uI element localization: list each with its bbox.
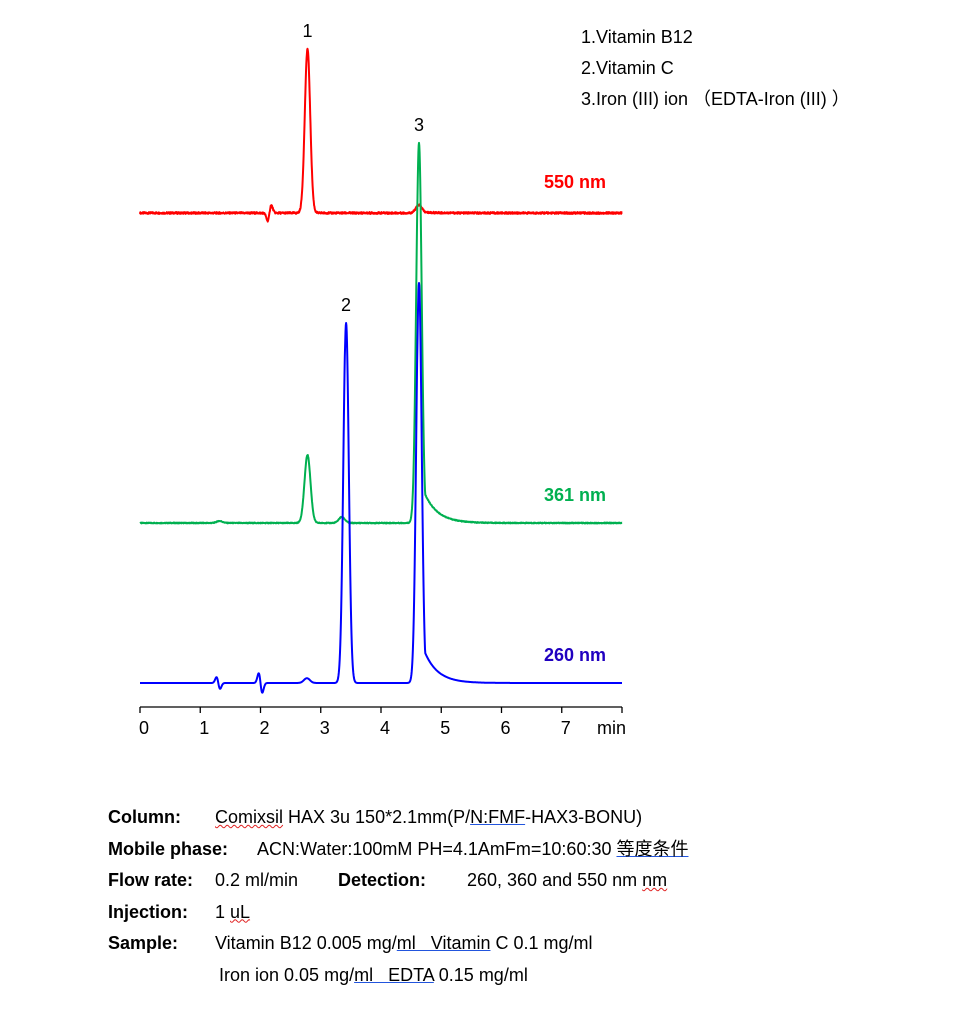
sample-value: ml Vitamin [396, 933, 491, 953]
peak-legend: 1.Vitamin B12 2.Vitamin C 3.Iron (III) i… [581, 22, 850, 115]
sample-value: Iron ion 0.05 mg/ [219, 964, 355, 985]
detection-value: 260, 360 and 550 nm [467, 870, 643, 890]
column-value: -HAX3-BONU) [525, 807, 643, 827]
x-tick-label: 3 [320, 718, 330, 738]
sample-row-2: Iron ion 0.05 mg/ml EDTA 0.15 mg/ml [108, 960, 688, 992]
x-axis-label: min [597, 718, 626, 738]
sample-value: ml EDTA [354, 964, 434, 985]
method-conditions: Column: Comixsil HAX 3u 150*2.1mm(P/N:FMF… [108, 802, 688, 991]
peak-label: 1 [302, 21, 312, 41]
sample-row: Sample: Vitamin B12 0.005 mg/ml Vitamin C… [108, 928, 688, 960]
peak-label: 2 [341, 295, 351, 315]
x-tick-label: 4 [380, 718, 390, 738]
sample-value: 0.15 mg/ml [433, 964, 528, 985]
column-label: Column: [108, 807, 181, 827]
injection-value: 1 [215, 901, 231, 922]
x-tick-label: 7 [561, 718, 571, 738]
x-tick-label: 2 [259, 718, 269, 738]
x-tick-label: 5 [440, 718, 450, 738]
chromatogram: 0 1 2 3 4 5 6 7 min 550 nm 1 361 nm 3 260 nm 2 [139, 21, 626, 738]
series-label: 550 nm [544, 172, 606, 192]
injection-row: Injection: 1 uL [108, 897, 688, 929]
x-tick-label: 1 [199, 718, 209, 738]
trace-550-nm [139, 47, 623, 223]
peak-label: 3 [414, 115, 424, 135]
trace-260-nm [139, 282, 623, 694]
detection-value: nm [642, 870, 668, 890]
flow-row: Flow rate: 0.2 ml/min Detection: 260, 360 a… [108, 865, 688, 897]
column-value: Comixsil [215, 807, 284, 827]
detection-label: Detection: [338, 870, 427, 890]
x-tick-label: 0 [139, 718, 149, 738]
injection-label: Injection: [108, 901, 188, 922]
column-value: HAX 3u 150*2.1mm(P/ [283, 807, 471, 827]
sample-value: C 0.1 mg/ml [490, 933, 593, 953]
flow-rate-label: Flow rate: [108, 870, 194, 890]
series-label: 361 nm [544, 485, 606, 505]
flow-rate-value: 0.2 ml/min [215, 870, 299, 890]
sample-value: Vitamin B12 0.005 mg/ [215, 933, 397, 953]
injection-value: uL [230, 901, 251, 922]
legend-item: 2.Vitamin C [581, 58, 674, 78]
series-label: 260 nm [544, 645, 606, 665]
column-value: N:FMF [470, 807, 526, 827]
trace-361-nm [139, 141, 623, 525]
x-axis: 0 1 2 3 4 5 6 7 min [139, 706, 626, 738]
legend-item: 3.Iron (III) ion （EDTA-Iron (III) ） [581, 89, 850, 109]
mobile-phase-label: Mobile phase: [108, 838, 229, 859]
mobile-phase-row: Mobile phase: ACN:Water:100mM PH=4.1AmFm=… [108, 834, 688, 866]
legend-item: 1.Vitamin B12 [581, 27, 693, 47]
mobile-phase-value: ACN:Water:100mM PH=4.1AmFm=10:60:30 [257, 838, 617, 859]
column-row: Column: Comixsil HAX 3u 150*2.1mm(P/N:FMF… [108, 802, 688, 834]
sample-label: Sample: [108, 933, 179, 953]
mobile-phase-note: 等度条件 [616, 838, 689, 859]
x-tick-label: 6 [500, 718, 510, 738]
